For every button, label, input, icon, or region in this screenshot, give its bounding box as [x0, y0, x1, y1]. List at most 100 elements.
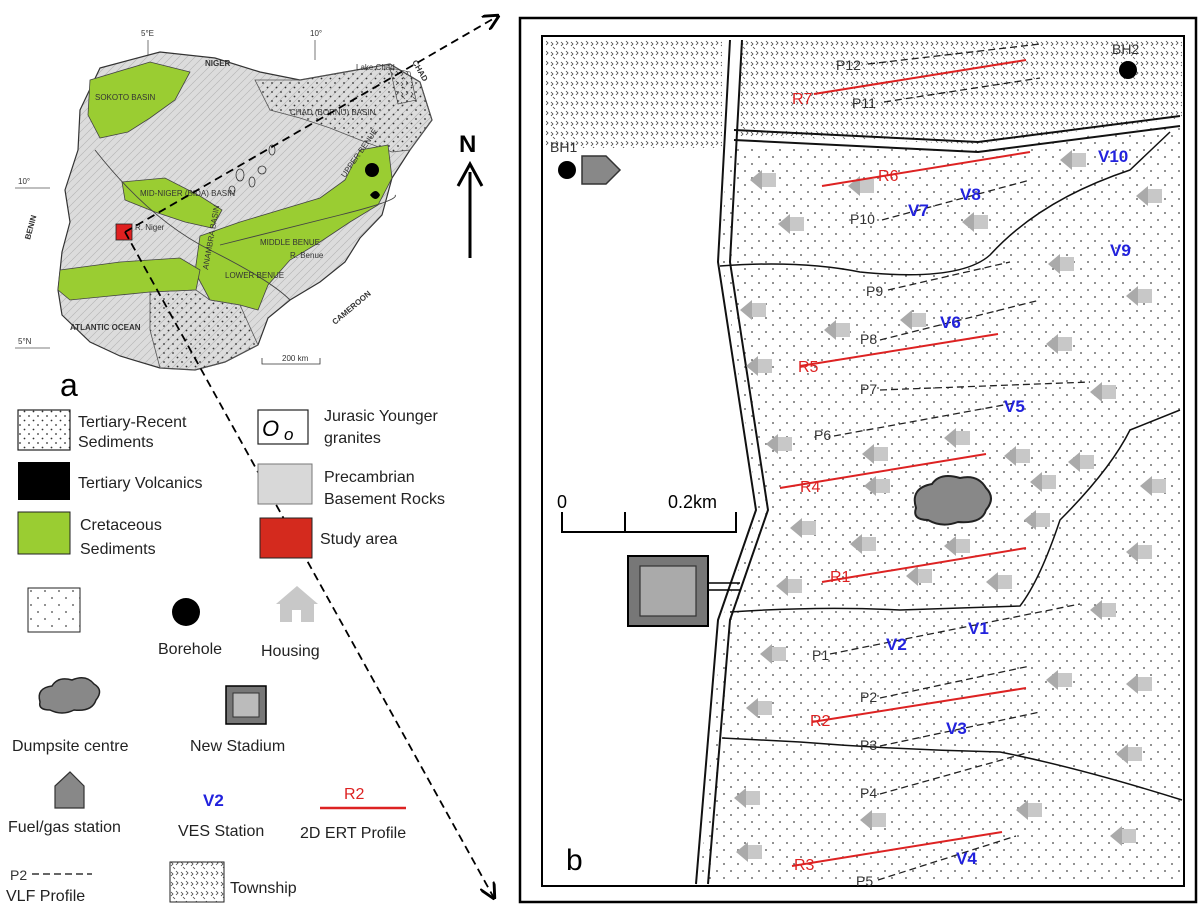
vlf-profile-line [833, 401, 1021, 437]
legend-tertiary-recent-line2: Sediments [78, 434, 154, 451]
ves-label: V5 [1004, 397, 1025, 416]
vlf-label: P7 [860, 381, 877, 397]
ert-label: R3 [794, 857, 815, 874]
ves-label: V3 [946, 719, 967, 738]
vlf-profile-line [829, 603, 1081, 655]
legend-stadium: New Stadium [190, 738, 285, 755]
vlf-label: P5 [856, 873, 873, 889]
vlf-label: P11 [852, 95, 876, 111]
site-map: BH1 BH2 0 0.2km [518, 16, 1198, 904]
graticule-label: 10° [18, 177, 30, 186]
vlf-profile-line [879, 299, 1041, 341]
ert-profile-line [779, 453, 987, 489]
ert-label: R6 [878, 168, 899, 185]
ert-label: R7 [792, 91, 813, 108]
legend-jurassic-line2: granites [324, 430, 381, 447]
ert-profile-line [799, 333, 999, 367]
legend-label: Tertiary-Recent Sediments [78, 414, 187, 451]
legend-borehole: Borehole [158, 641, 222, 658]
legend-label: Cretaceous Sediments [80, 517, 162, 558]
basin-label: MID-NIGER (BIDA) BASIN [140, 189, 235, 198]
panel-a-label: a [60, 367, 78, 403]
fuel-station-marker [581, 155, 622, 185]
legend-ves: VES Station [178, 823, 264, 840]
graticule-label: 10° [310, 29, 322, 38]
ert-label: R5 [798, 359, 819, 376]
study-area-marker [115, 223, 133, 241]
vlf-profile-line [867, 43, 1041, 65]
vlf-profile-line [883, 77, 1041, 103]
vlf-profile-line [881, 179, 1031, 221]
legend-swatch-sediment-dots [27, 587, 81, 633]
vlf-label: P9 [866, 283, 883, 299]
legend-township: Township [230, 880, 297, 897]
legend-swatch-tertiary-recent [17, 409, 71, 451]
vlf-profiles [829, 43, 1091, 881]
panel-b-label: b [566, 844, 583, 877]
ves-label: V9 [1110, 241, 1131, 260]
legend-swatch-volcanics [18, 462, 70, 500]
fuel-station-icon [54, 771, 85, 809]
north-arrow: N [456, 131, 484, 258]
township-area [738, 40, 1182, 144]
legend-vlf: VLF Profile [6, 888, 85, 904]
legend-jurassic-line1: Jurasic Younger [324, 408, 439, 425]
vlf-label: P6 [814, 427, 831, 443]
connector-arrow-bottom [124, 231, 494, 898]
ves-label: V7 [908, 201, 929, 220]
vlf-label: P12 [836, 57, 861, 73]
legend-swatch-study-area [259, 517, 313, 559]
north-label: N [459, 131, 476, 158]
ert-label: R1 [830, 569, 851, 586]
legend: Tertiary-Recent Sediments O o Jurasic You… [6, 408, 445, 904]
borehole-icon [172, 598, 200, 626]
ves-label: V1 [968, 619, 989, 638]
legend-housing: Housing [261, 643, 320, 660]
ert-profile-line [813, 59, 1027, 95]
sokoto-basin [87, 61, 191, 139]
legend-fuel: Fuel/gas station [8, 819, 121, 836]
housing-icon [276, 586, 318, 622]
country-label: BENIN [23, 214, 38, 241]
legend-ert-sample: R2 [344, 786, 365, 803]
dumpsite-marker [913, 475, 992, 526]
feature-label: R. Niger [135, 223, 165, 232]
feature-label: R. Benue [290, 251, 324, 260]
borehole-marker [1119, 61, 1137, 79]
country-label: NIGER [205, 59, 231, 68]
ves-label: V8 [960, 185, 981, 204]
vlf-profile-line [879, 381, 1091, 391]
legend-ert: 2D ERT Profile [300, 825, 406, 842]
legend-vlf-sample: P2 [10, 867, 27, 883]
scale-zero: 0 [557, 492, 567, 512]
stadium-icon [225, 685, 267, 725]
legend-label: Precambrian Basement Rocks [324, 469, 445, 508]
vlf-label: P1 [812, 647, 829, 663]
legend-cretaceous-line2: Sediments [80, 541, 156, 558]
borehole-marker [558, 161, 576, 179]
legend-tertiary-recent-line1: Tertiary-Recent [78, 414, 187, 431]
vlf-profile-line [879, 711, 1041, 747]
vlf-label: P8 [860, 331, 877, 347]
bida-basin [121, 177, 223, 229]
legend-tertiary-volcanics: Tertiary Volcanics [78, 475, 203, 492]
ves-label: V4 [956, 849, 977, 868]
index-map: 5°E 10° 10° 5°N [15, 29, 433, 371]
scale-distance: 0.2km [668, 492, 717, 512]
granite-symbol: O [262, 416, 279, 441]
borehole-label: BH2 [1112, 41, 1139, 57]
ves-label: V6 [940, 313, 961, 332]
map-scale-label: 200 km [282, 354, 309, 363]
ves-label: V2 [886, 635, 907, 654]
legend-swatch-precambrian [257, 463, 313, 505]
granite-symbol: o [284, 425, 293, 444]
basin-label: SOKOTO BASIN [95, 93, 156, 102]
legend-dumpsite: Dumpsite centre [12, 738, 129, 755]
legend-swatch-cretaceous [17, 511, 71, 555]
legend-cretaceous-line1: Cretaceous [80, 517, 162, 534]
legend-swatch-township [169, 861, 225, 903]
ert-profile-line [821, 151, 1031, 187]
basin-label: LOWER BENUE [225, 271, 284, 280]
country-label: ATLANTIC OCEAN [70, 323, 141, 332]
